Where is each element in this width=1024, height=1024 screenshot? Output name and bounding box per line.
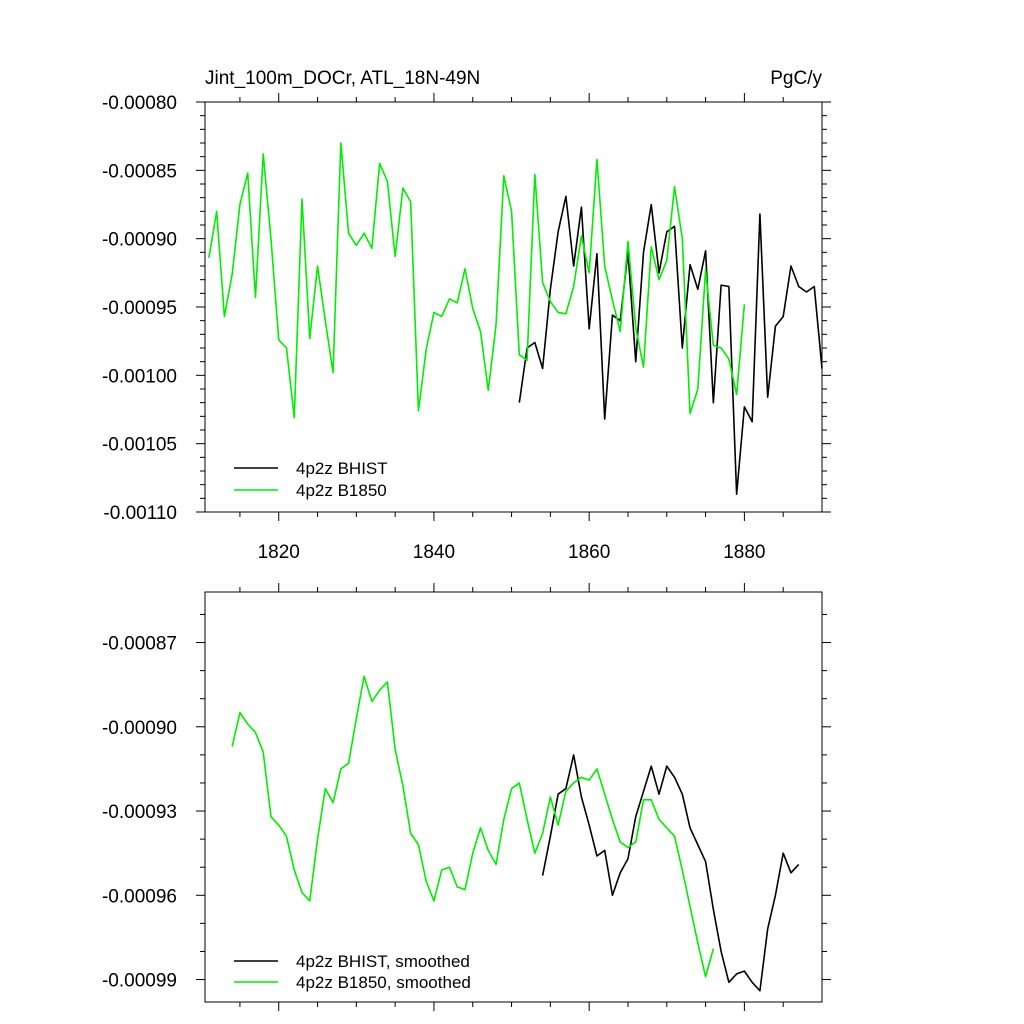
y-tick-label: -0.00087 — [102, 634, 177, 655]
series-line-4p2z-bhist — [518, 195, 823, 496]
series-line-4p2z-b1850-smoothed — [231, 675, 715, 978]
legend-label: 4p2z BHIST, smoothed — [296, 952, 470, 971]
y-tick-label: -0.00099 — [102, 971, 177, 992]
y-tick-label: -0.00090 — [102, 230, 177, 251]
legend-label: 4p2z BHIST — [296, 459, 388, 478]
x-tick-label: 1820 — [258, 542, 300, 563]
chart-title: Jint_100m_DOCr, ATL_18N-49N — [205, 68, 480, 89]
y-tick-label: -0.00110 — [103, 503, 177, 524]
series-line-4p2z-bhist-smoothed — [541, 754, 800, 992]
y-tick-label: -0.00090 — [102, 718, 177, 739]
units-label: PgC/y — [770, 68, 822, 89]
legend-label: 4p2z B1850, smoothed — [296, 973, 471, 992]
legend-label: 4p2z B1850 — [296, 481, 387, 500]
y-tick-label: -0.00080 — [102, 93, 177, 114]
y-tick-label: -0.00100 — [102, 366, 177, 387]
x-tick-label: 1840 — [413, 542, 455, 563]
y-tick-label: -0.00085 — [102, 161, 177, 182]
x-tick-label: 1860 — [568, 542, 610, 563]
top-panel: Jint_100m_DOCr, ATL_18N-49N PgC/y 1820 18… — [102, 68, 831, 563]
plot-frame — [204, 591, 823, 1003]
x-tick-label: 1880 — [723, 542, 765, 563]
y-tick-label: -0.00095 — [102, 298, 177, 319]
y-tick-label: -0.00105 — [102, 435, 177, 456]
series-line-4p2z-b1850 — [208, 142, 746, 419]
y-tick-label: -0.00096 — [102, 886, 177, 907]
bottom-panel: -0.00087 -0.00090 -0.00093 -0.00096 -0.00099… — [102, 583, 831, 1011]
y-tick-label: -0.00093 — [102, 802, 177, 823]
